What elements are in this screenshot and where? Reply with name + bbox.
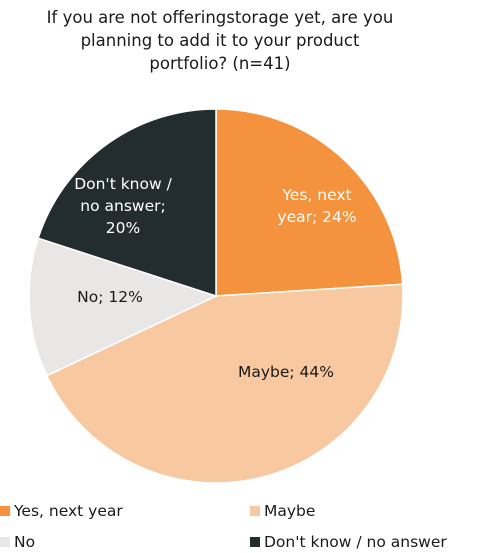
legend-swatch-yes-next-year [0,506,10,516]
legend-item-dont-know: Don't know / no answer [250,533,447,551]
slice-label-2-line-0: No; 12% [77,288,143,306]
legend-label-no: No [14,533,36,551]
slice-label-3-line-1: no answer; [80,197,165,215]
slice-label-2: No; 12% [77,288,143,306]
legend-item-no: No [0,533,35,551]
slice-label-3: Don't know / no answer; 20% [74,175,172,237]
pie-slice-2 [28,237,219,377]
chart-title-line-2: planning to add it to your product [80,31,360,50]
legend-label-dont-know: Don't know / no answer [264,533,447,551]
slice-label-1: Maybe; 44% [238,363,334,381]
pie-slice-0 [215,108,404,297]
legend-swatch-no [0,537,10,547]
legend-swatch-dont-know [250,537,260,547]
slice-label-0-line-0: Yes, next [281,186,351,204]
slice-label-1-line-0: Maybe; 44% [238,363,334,381]
slice-label-3-line-0: Don't know / [74,175,172,193]
slice-label-0-line-1: year; 24% [277,208,356,226]
legend-item-yes-next-year: Yes, next year [0,502,123,520]
legend-swatch-maybe [250,506,260,516]
chart-title: If you are not offeringstorage yet, are … [0,6,440,75]
legend-item-maybe: Maybe [250,502,315,520]
chart-title-line-1: If you are not offeringstorage yet, are … [46,8,394,27]
legend-label-maybe: Maybe [264,502,316,520]
pie-slice-3 [37,108,217,298]
chart-title-line-3: portfolio? (n=41) [149,54,291,73]
legend-label-yes-next-year: Yes, next year [14,502,123,520]
slice-label-3-line-2: 20% [106,219,140,237]
slice-label-0: Yes, next year; 24% [277,186,356,226]
